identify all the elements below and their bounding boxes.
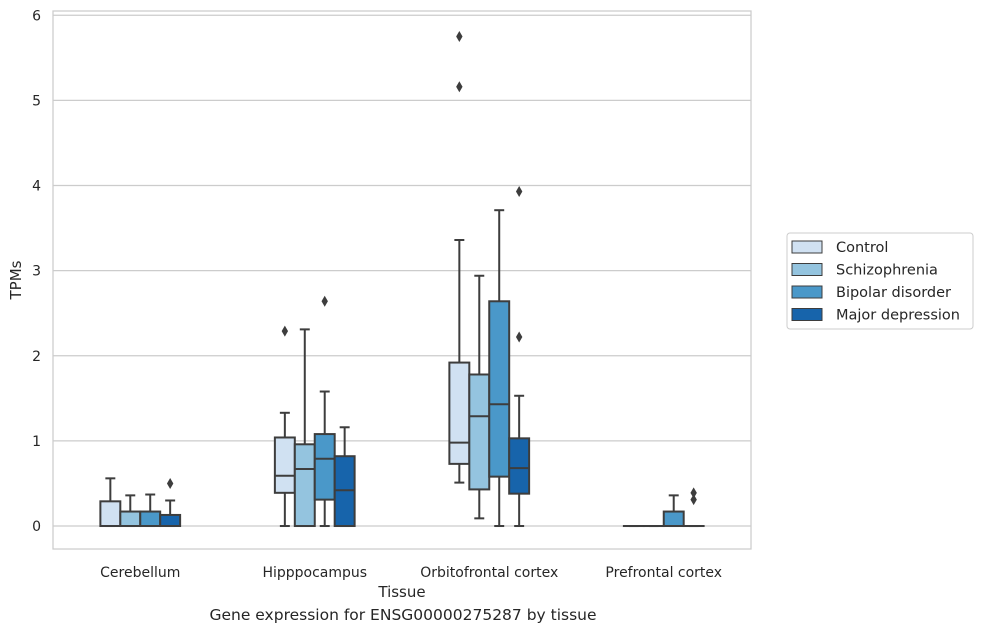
box-group — [448, 31, 471, 484]
y-tick-label: 4 — [32, 179, 41, 195]
box — [313, 433, 336, 501]
x-tick-label: Prefrontal cortex — [605, 565, 722, 581]
legend-swatch — [791, 285, 823, 299]
box-group — [293, 328, 316, 528]
outlier-point — [166, 477, 174, 489]
y-tick-label: 3 — [32, 264, 41, 280]
x-tick-label: Orbitofrontal cortex — [420, 565, 558, 581]
box-group — [508, 185, 531, 528]
y-tick-label: 2 — [32, 349, 41, 365]
box-group — [313, 295, 336, 528]
box — [488, 300, 511, 478]
y-tick-label: 1 — [32, 434, 41, 450]
box — [273, 436, 296, 494]
x-tick-label: Hipppocampus — [262, 565, 367, 581]
box — [662, 510, 685, 528]
outlier-point — [515, 185, 523, 197]
box — [293, 443, 316, 528]
boxes — [99, 31, 705, 528]
legend-label: Major depression — [836, 308, 960, 324]
legend-label: Control — [836, 240, 888, 256]
box — [139, 510, 162, 528]
box — [448, 361, 471, 465]
y-tick-label: 6 — [32, 8, 41, 24]
box-group — [99, 477, 122, 528]
box-group — [139, 493, 162, 528]
chart-caption: Gene expression for ENSG00000275287 by t… — [209, 606, 597, 624]
box — [99, 500, 122, 528]
box-group — [333, 426, 356, 528]
box-group — [682, 487, 705, 528]
box-group — [468, 274, 491, 520]
box — [508, 437, 531, 495]
y-tick-labels: 0 1 2 3 4 5 6 — [32, 8, 41, 535]
y-tick-label: 0 — [32, 519, 41, 535]
x-tick-labels: Cerebellum Hipppocampus Orbitofrontal cort… — [100, 565, 722, 581]
outlier-point — [281, 325, 289, 337]
box-group — [662, 494, 685, 528]
box-group — [119, 494, 142, 528]
outlier-point — [690, 494, 697, 506]
legend-label: Schizophrenia — [836, 263, 938, 279]
outlier-point — [456, 31, 463, 43]
x-axis-label: Tissue — [377, 583, 425, 601]
outlier-point — [515, 331, 523, 343]
legend-swatch — [791, 308, 823, 321]
box-group — [488, 209, 511, 528]
outlier-point — [456, 81, 463, 93]
grid-lines — [53, 14, 751, 527]
y-axis-label: TPMs — [7, 260, 25, 300]
box — [468, 373, 491, 491]
legend-items: Control Schizophrenia Bipolar disorder Majo… — [791, 240, 960, 324]
legend-swatch — [791, 263, 823, 276]
box-group — [159, 477, 182, 528]
plot-frame — [52, 10, 752, 550]
outlier-point — [321, 295, 328, 307]
legend-frame — [786, 232, 974, 330]
box-group — [273, 325, 296, 528]
box — [119, 510, 142, 528]
box — [159, 513, 182, 528]
legend-label: Bipolar disorder — [836, 285, 951, 301]
y-tick-label: 5 — [32, 93, 41, 109]
legend: Control Schizophrenia Bipolar disorder Majo… — [786, 232, 974, 330]
outlier-point — [690, 487, 697, 499]
x-tick-label: Cerebellum — [100, 565, 180, 581]
legend-swatch — [791, 240, 823, 254]
